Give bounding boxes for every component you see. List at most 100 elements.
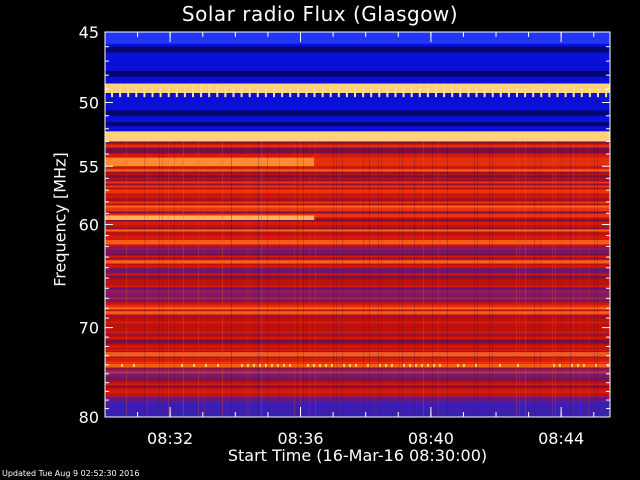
texture-row xyxy=(105,357,610,360)
marker-tick xyxy=(119,86,122,98)
texture-row xyxy=(105,331,610,334)
texture-row xyxy=(105,237,610,240)
texture-row xyxy=(105,231,610,234)
speckle xyxy=(241,363,243,367)
texture-row xyxy=(105,209,610,212)
speckle xyxy=(409,363,411,367)
texture-row xyxy=(105,283,610,286)
vertical-streak xyxy=(162,141,163,417)
texture-row xyxy=(105,227,610,230)
speckle xyxy=(571,363,573,367)
texture-row xyxy=(105,275,610,278)
marker-tick xyxy=(321,86,324,98)
y-tick-label: 45 xyxy=(79,23,99,42)
vertical-streak xyxy=(303,141,304,417)
purple-band xyxy=(105,395,610,402)
vertical-streak xyxy=(474,141,475,417)
texture-row xyxy=(105,213,610,216)
marker-tick xyxy=(264,86,267,98)
y-tick-label: 80 xyxy=(79,408,99,427)
vertical-streak xyxy=(168,141,169,417)
texture-row xyxy=(105,211,610,214)
texture-row xyxy=(105,177,610,180)
texture-row xyxy=(105,359,610,362)
speckle xyxy=(217,363,219,367)
marker-tick xyxy=(329,86,332,98)
speckle xyxy=(253,363,255,367)
texture-row xyxy=(105,175,610,178)
speckle xyxy=(283,363,285,367)
marker-tick xyxy=(281,86,284,98)
marker-tick xyxy=(540,86,543,98)
texture-row xyxy=(105,187,610,190)
texture-row xyxy=(105,145,610,148)
texture-row xyxy=(105,381,610,384)
speckle xyxy=(313,363,315,367)
band-bright xyxy=(105,131,610,142)
vertical-streak xyxy=(204,141,205,417)
speckle xyxy=(307,363,309,367)
speckle xyxy=(427,363,429,367)
vertical-streak xyxy=(597,141,598,417)
texture-row xyxy=(105,389,610,392)
vertical-streak xyxy=(525,141,526,417)
marker-tick xyxy=(297,86,300,98)
texture-row xyxy=(105,205,610,208)
marker-tick xyxy=(192,86,194,98)
vertical-streak xyxy=(174,141,175,417)
speckle xyxy=(403,363,405,367)
marker-tick xyxy=(200,86,203,98)
vertical-streak xyxy=(333,141,334,417)
y-tick-label: 60 xyxy=(79,216,99,235)
texture-row xyxy=(105,317,610,320)
marker-tick xyxy=(548,86,551,98)
vertical-streak xyxy=(489,141,490,417)
marker-tick xyxy=(111,86,113,98)
top-light-band xyxy=(105,32,610,44)
speckle xyxy=(265,363,267,367)
texture-row xyxy=(105,383,610,386)
texture-row xyxy=(105,277,610,280)
marker-tick xyxy=(556,86,559,98)
purple-band xyxy=(105,369,610,380)
x-tick-label: 08:40 xyxy=(408,429,454,448)
vertical-streak xyxy=(555,141,556,417)
marker-tick xyxy=(532,86,535,98)
speckle xyxy=(415,363,417,367)
texture-row xyxy=(105,367,610,370)
vertical-streak xyxy=(159,141,160,417)
chart-title: Solar radio Flux (Glasgow) xyxy=(181,2,459,26)
speckle xyxy=(325,363,327,367)
speckle xyxy=(583,363,585,367)
vertical-streak xyxy=(561,141,562,417)
marker-tick xyxy=(208,86,211,98)
vertical-streak xyxy=(267,141,268,417)
texture-row xyxy=(105,385,610,388)
marker-tick xyxy=(435,86,437,98)
marker-tick xyxy=(426,86,429,98)
texture-row xyxy=(105,215,610,218)
texture-row xyxy=(105,197,610,200)
texture-row xyxy=(105,143,610,146)
marker-tick xyxy=(183,86,186,98)
speckle xyxy=(277,363,279,367)
texture-row xyxy=(105,339,610,342)
marker-tick xyxy=(491,86,494,98)
vertical-streak xyxy=(477,141,478,417)
speckle xyxy=(343,363,345,367)
texture-row xyxy=(105,193,610,196)
vertical-streak xyxy=(552,141,553,417)
texture-row xyxy=(105,181,610,184)
speckle xyxy=(331,363,333,367)
speckle xyxy=(181,363,183,367)
speckle xyxy=(439,363,441,367)
texture-row xyxy=(105,171,610,174)
x-tick-label: 08:32 xyxy=(147,429,193,448)
texture-row xyxy=(105,387,610,390)
marker-tick xyxy=(159,86,162,98)
vertical-streak xyxy=(144,141,145,417)
texture-row xyxy=(105,337,610,340)
texture-row xyxy=(105,235,610,238)
marker-tick xyxy=(370,86,373,98)
texture-row xyxy=(105,265,610,268)
